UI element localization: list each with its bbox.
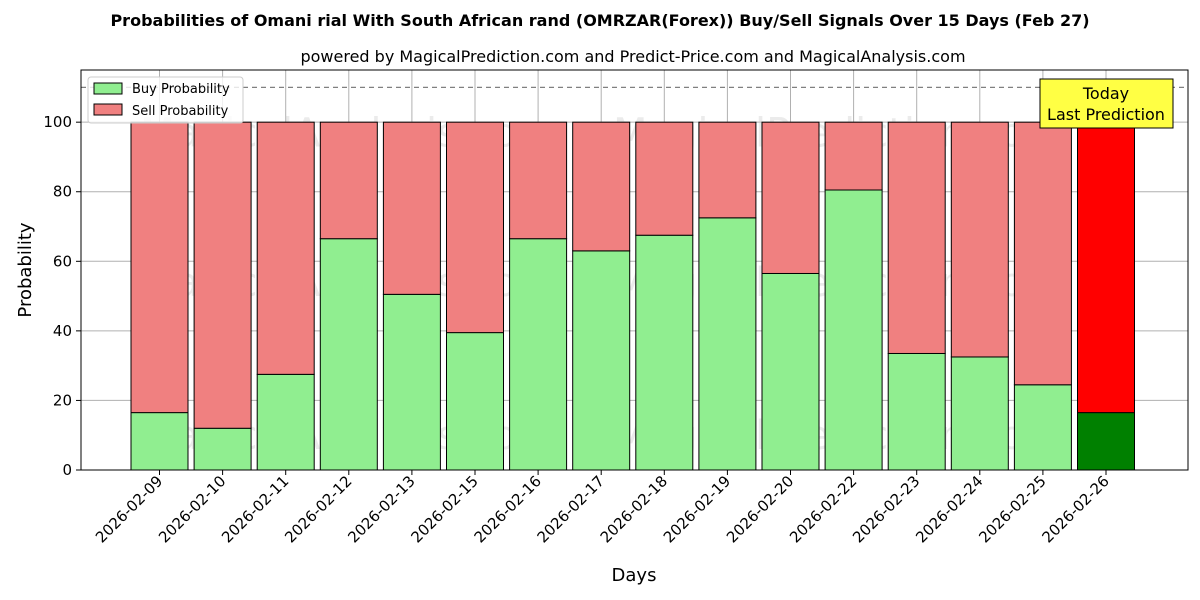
x-tick-label: 2026-02-15 — [407, 472, 481, 546]
bar-sell — [319, 121, 378, 240]
bar-sell — [256, 121, 315, 375]
x-axis-ticks: 2026-02-092026-02-102026-02-112026-02-12… — [92, 470, 1113, 546]
bar-sell — [698, 121, 757, 219]
bar-sell — [446, 121, 504, 334]
bar-buy — [761, 272, 820, 471]
bar-buy — [382, 293, 441, 471]
bar-buy — [1077, 412, 1135, 471]
x-tick-label: 2026-02-26 — [1038, 472, 1112, 546]
legend-label-sell: Sell Probability — [132, 104, 229, 119]
bar-sell — [572, 121, 631, 252]
annotation-line-1: Today — [1082, 84, 1129, 103]
bar-sell — [130, 121, 189, 414]
bar-sell — [761, 121, 820, 274]
y-tick-label: 80 — [53, 183, 72, 201]
y-axis-ticks: 0 20 40 60 80 100 — [43, 113, 81, 479]
legend-label-buy: Buy Probability — [132, 82, 230, 97]
x-tick-label: 2026-02-22 — [786, 472, 860, 546]
bar-buy — [635, 234, 694, 471]
bar-buy — [572, 250, 631, 471]
bar-sell — [193, 121, 252, 429]
y-axis-label: Probability — [15, 222, 36, 317]
bar-buy — [824, 189, 883, 471]
bar-sell — [382, 121, 441, 295]
x-tick-label: 2026-02-18 — [597, 472, 671, 546]
x-tick-label: 2026-02-13 — [344, 472, 418, 546]
today-annotation: Today Last Prediction — [1039, 78, 1174, 129]
bar-sell — [509, 121, 568, 240]
bar-sell — [1077, 121, 1135, 414]
chart-title: Probabilities of Omani rial With South A… — [110, 11, 1089, 30]
y-tick-label: 60 — [53, 252, 72, 270]
x-tick-label: 2026-02-09 — [92, 472, 166, 546]
annotation-box — [1039, 78, 1174, 129]
chart-subtitle: powered by MagicalPrediction.com and Pre… — [300, 47, 965, 66]
x-tick-label: 2026-02-24 — [912, 472, 986, 546]
bar-sell — [887, 121, 946, 354]
plot-frame — [80, 69, 1189, 471]
bar-buy — [950, 356, 1009, 471]
x-tick-label: 2026-02-17 — [534, 472, 608, 546]
y-tick-label: 20 — [53, 391, 72, 409]
x-tick-label: 2026-02-10 — [155, 472, 229, 546]
legend-swatch-buy — [93, 82, 123, 95]
bar-sell — [635, 121, 694, 236]
bar-buy — [1013, 384, 1072, 471]
bar-buy — [256, 373, 315, 471]
y-tick-label: 40 — [53, 322, 72, 340]
bar-buy — [887, 352, 946, 471]
legend: Buy Probability Sell Probability — [87, 76, 244, 124]
legend-box — [87, 76, 244, 124]
x-tick-label: 2026-02-20 — [723, 472, 797, 546]
bar-sell — [824, 121, 883, 191]
bars — [130, 121, 1135, 471]
x-tick-label: 2026-02-16 — [471, 472, 545, 546]
bar-buy — [509, 238, 568, 471]
bar-sell — [950, 121, 1009, 358]
x-tick-label: 2026-02-19 — [660, 472, 734, 546]
x-tick-label: 2026-02-25 — [975, 472, 1049, 546]
y-tick-label: 0 — [62, 461, 72, 479]
x-axis-label: Days — [612, 565, 657, 586]
bar-buy — [446, 332, 504, 471]
x-tick-label: 2026-02-23 — [849, 472, 923, 546]
bar-buy — [193, 427, 252, 471]
x-tick-label: 2026-02-11 — [218, 472, 292, 546]
legend-swatch-sell — [93, 103, 123, 116]
x-tick-label: 2026-02-12 — [281, 472, 355, 546]
y-tick-label: 100 — [43, 113, 72, 131]
bar-sell — [1013, 121, 1072, 386]
bar-buy — [698, 217, 757, 471]
bar-buy — [130, 412, 189, 471]
annotation-line-2: Last Prediction — [1047, 105, 1165, 124]
bar-buy — [319, 238, 378, 471]
